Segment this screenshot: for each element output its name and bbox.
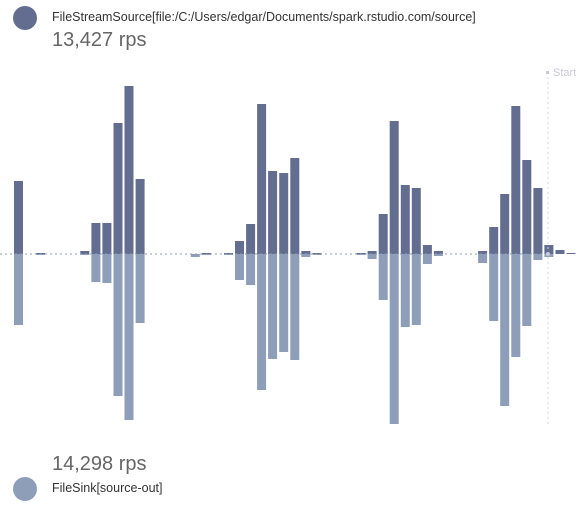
sink-bar bbox=[478, 254, 488, 263]
source-bar bbox=[102, 223, 112, 254]
source-bar bbox=[555, 250, 565, 254]
sink-bar bbox=[522, 254, 532, 326]
sink-name: FileSink[source-out] bbox=[52, 481, 163, 495]
sink-bar bbox=[301, 254, 311, 257]
sink-bar bbox=[411, 254, 421, 325]
source-bar bbox=[246, 224, 256, 254]
start-marker-label: Start bbox=[553, 67, 576, 79]
source-bar bbox=[290, 158, 300, 254]
source-bar bbox=[533, 188, 543, 254]
source-bar bbox=[378, 214, 388, 254]
source-name: FileStreamSource[file:/C:/Users/edgar/Do… bbox=[52, 10, 476, 24]
source-bar bbox=[268, 171, 278, 254]
sink-bar bbox=[378, 254, 388, 300]
source-bar bbox=[235, 241, 244, 254]
source-bar bbox=[478, 251, 488, 254]
source-bar bbox=[433, 251, 443, 254]
sink-bar bbox=[14, 254, 23, 325]
sink-node-dot bbox=[13, 477, 37, 501]
source-bar bbox=[544, 245, 554, 254]
source-bar bbox=[14, 181, 23, 254]
sink-bar bbox=[246, 254, 256, 285]
source-bar bbox=[279, 173, 289, 254]
sink-bar bbox=[102, 254, 112, 283]
source-bars bbox=[14, 86, 576, 254]
sink-bar bbox=[268, 254, 278, 359]
sink-bar bbox=[489, 254, 499, 321]
source-bar bbox=[367, 251, 377, 254]
source-bar bbox=[566, 253, 576, 254]
source-bar bbox=[224, 253, 233, 254]
sink-bar bbox=[511, 254, 521, 357]
source-bar bbox=[422, 245, 432, 254]
source-bar bbox=[135, 179, 145, 254]
source-bar bbox=[124, 86, 134, 254]
source-bar bbox=[489, 227, 499, 254]
sink-bar bbox=[422, 254, 432, 264]
source-bar bbox=[257, 104, 267, 254]
sink-bar bbox=[257, 254, 267, 390]
sink-bar bbox=[433, 254, 443, 256]
sink-bar bbox=[367, 254, 377, 259]
source-node-dot bbox=[13, 6, 37, 30]
source-bar bbox=[411, 188, 421, 254]
sink-bar bbox=[279, 254, 289, 352]
sink-bar bbox=[91, 254, 101, 282]
sink-bar bbox=[500, 254, 510, 406]
source-bar bbox=[522, 160, 532, 254]
sink-bar bbox=[224, 254, 233, 255]
source-bar bbox=[80, 251, 90, 254]
source-bar bbox=[113, 123, 123, 254]
sink-rate: 14,298 rps bbox=[52, 453, 147, 475]
source-bar bbox=[389, 121, 399, 254]
source-bar bbox=[400, 185, 410, 254]
sink-bar bbox=[533, 254, 543, 260]
sink-bar bbox=[135, 254, 145, 323]
start-marker-base-dot bbox=[546, 252, 550, 256]
sink-bar bbox=[124, 254, 134, 420]
source-rate: 13,427 rps bbox=[52, 29, 147, 51]
source-bar bbox=[91, 223, 101, 254]
sink-bars bbox=[14, 254, 554, 424]
source-bar bbox=[500, 194, 510, 254]
sink-bar bbox=[389, 254, 399, 424]
sink-bar bbox=[400, 254, 410, 327]
sink-bar bbox=[190, 254, 200, 257]
source-bar bbox=[511, 106, 521, 254]
source-bar bbox=[301, 251, 311, 254]
sink-bar bbox=[113, 254, 123, 396]
sink-bar bbox=[235, 254, 244, 280]
sink-bar bbox=[80, 254, 90, 255]
sink-bar bbox=[290, 254, 300, 360]
start-marker-dot bbox=[546, 71, 549, 74]
